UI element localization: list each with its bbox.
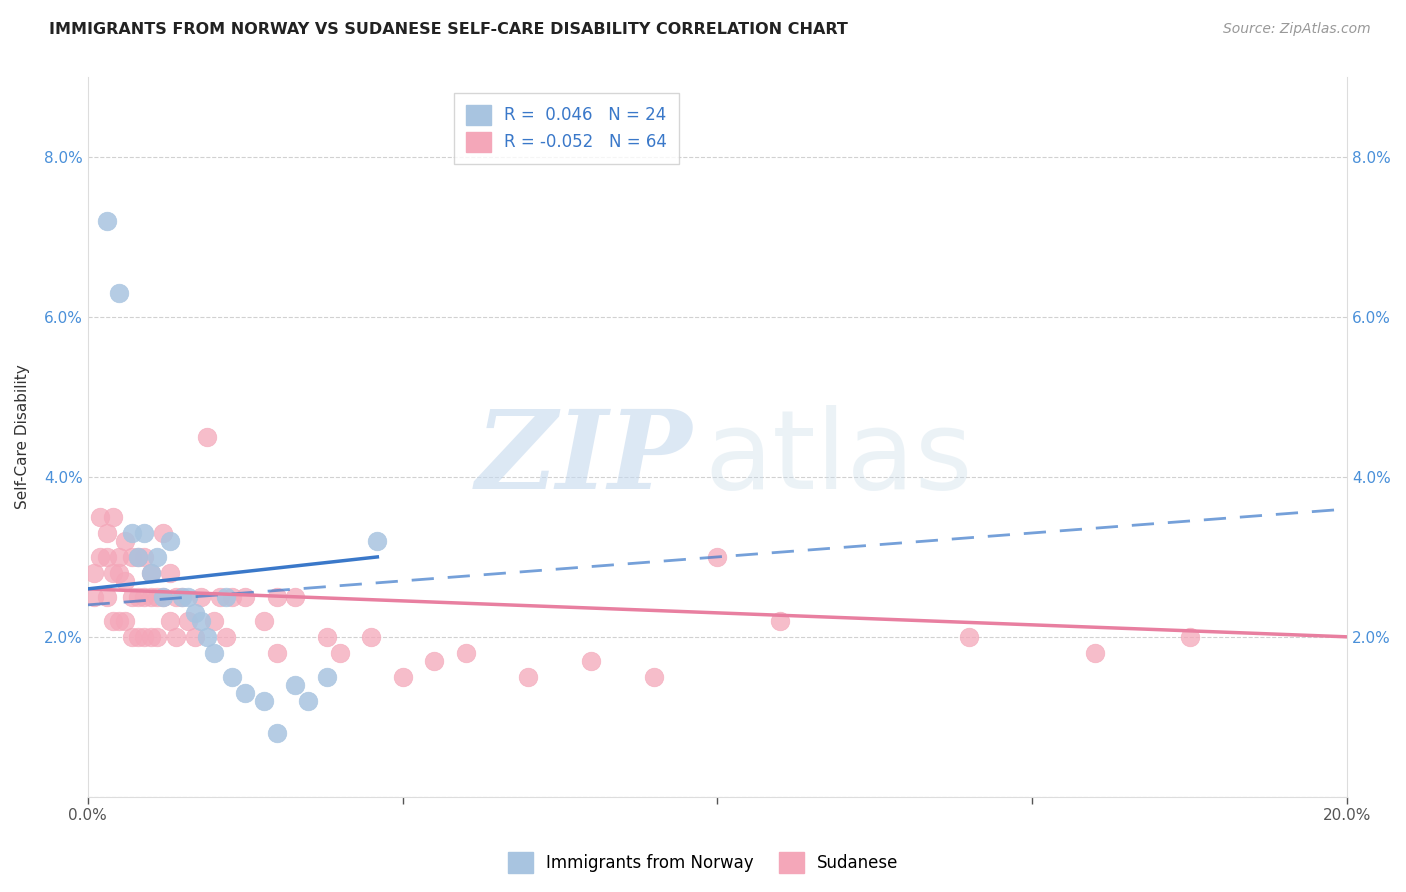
Y-axis label: Self-Care Disability: Self-Care Disability xyxy=(15,365,30,509)
Point xyxy=(177,614,200,628)
Point xyxy=(108,286,131,301)
Point xyxy=(146,549,169,564)
Point xyxy=(121,590,143,604)
Point xyxy=(423,654,446,668)
Point xyxy=(643,670,665,684)
Point xyxy=(517,670,540,684)
Point xyxy=(190,590,212,604)
Point xyxy=(96,549,118,564)
Point xyxy=(581,654,603,668)
Point xyxy=(108,566,131,580)
Point xyxy=(769,614,792,628)
Point xyxy=(101,566,124,580)
Point xyxy=(221,590,243,604)
Point xyxy=(233,686,256,700)
Text: ZIP: ZIP xyxy=(475,405,692,512)
Point xyxy=(139,566,162,580)
Point xyxy=(152,525,174,540)
Point xyxy=(183,606,205,620)
Point xyxy=(297,694,319,708)
Legend: R =  0.046   N = 24, R = -0.052   N = 64: R = 0.046 N = 24, R = -0.052 N = 64 xyxy=(454,93,679,163)
Point xyxy=(215,630,238,644)
Point xyxy=(146,590,169,604)
Point xyxy=(316,670,339,684)
Point xyxy=(391,670,413,684)
Point xyxy=(284,678,307,692)
Point xyxy=(165,630,187,644)
Point xyxy=(134,549,156,564)
Point xyxy=(208,590,231,604)
Point xyxy=(152,590,174,604)
Point xyxy=(165,590,187,604)
Point xyxy=(366,533,388,548)
Point xyxy=(114,574,136,588)
Point xyxy=(114,533,136,548)
Point xyxy=(1178,630,1201,644)
Point xyxy=(108,549,131,564)
Point xyxy=(957,630,980,644)
Point xyxy=(360,630,382,644)
Point xyxy=(134,630,156,644)
Point xyxy=(454,646,477,660)
Point xyxy=(1084,646,1107,660)
Point xyxy=(183,630,205,644)
Point xyxy=(316,630,339,644)
Point xyxy=(127,549,149,564)
Point xyxy=(127,590,149,604)
Text: atlas: atlas xyxy=(704,405,973,512)
Legend: Immigrants from Norway, Sudanese: Immigrants from Norway, Sudanese xyxy=(501,846,905,880)
Point xyxy=(202,646,225,660)
Point xyxy=(139,590,162,604)
Point xyxy=(139,630,162,644)
Point xyxy=(266,646,288,660)
Point xyxy=(253,694,276,708)
Point xyxy=(159,614,181,628)
Point xyxy=(121,525,143,540)
Point xyxy=(127,549,149,564)
Point xyxy=(177,590,200,604)
Point xyxy=(172,590,194,604)
Point xyxy=(89,510,111,524)
Point xyxy=(284,590,307,604)
Point xyxy=(202,614,225,628)
Point xyxy=(101,614,124,628)
Point xyxy=(121,630,143,644)
Point xyxy=(114,614,136,628)
Point xyxy=(266,725,288,739)
Point xyxy=(253,614,276,628)
Point xyxy=(159,533,181,548)
Point xyxy=(89,549,111,564)
Point xyxy=(215,590,238,604)
Point xyxy=(121,549,143,564)
Point xyxy=(221,670,243,684)
Point xyxy=(96,214,118,228)
Point xyxy=(96,590,118,604)
Point xyxy=(134,590,156,604)
Point xyxy=(96,525,118,540)
Text: IMMIGRANTS FROM NORWAY VS SUDANESE SELF-CARE DISABILITY CORRELATION CHART: IMMIGRANTS FROM NORWAY VS SUDANESE SELF-… xyxy=(49,22,848,37)
Point xyxy=(83,590,105,604)
Point xyxy=(101,510,124,524)
Point xyxy=(139,566,162,580)
Text: Source: ZipAtlas.com: Source: ZipAtlas.com xyxy=(1223,22,1371,37)
Point xyxy=(159,566,181,580)
Point xyxy=(195,430,218,444)
Point xyxy=(127,630,149,644)
Point xyxy=(329,646,352,660)
Point xyxy=(134,525,156,540)
Point xyxy=(266,590,288,604)
Point xyxy=(152,590,174,604)
Point xyxy=(83,566,105,580)
Point xyxy=(190,614,212,628)
Point xyxy=(108,614,131,628)
Point xyxy=(146,630,169,644)
Point xyxy=(172,590,194,604)
Point xyxy=(195,630,218,644)
Point xyxy=(233,590,256,604)
Point xyxy=(706,549,728,564)
